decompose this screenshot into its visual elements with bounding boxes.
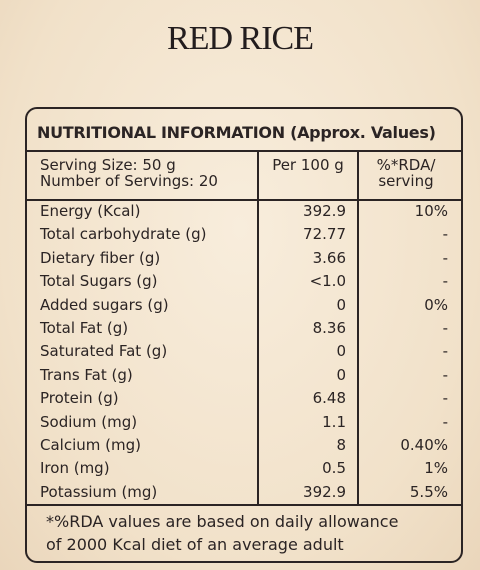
table-heading: NUTRITIONAL INFORMATION (Approx. Values) [37,123,436,142]
rda-value: - [442,248,448,267]
rda-value: 1% [424,459,448,478]
nutrient-name: Total Fat (g) [40,319,129,337]
rda-value: 0% [424,295,448,314]
per-100g-value: 8 [336,436,346,454]
column-divider [357,151,359,505]
per-100g-value: 0.5 [322,459,346,478]
per-100g-value: <1.0 [309,272,346,291]
rda-value: 0.40% [400,436,448,454]
title: RED RICE [167,20,314,57]
header-cell: serving [378,172,434,190]
nutrient-name: Total Sugars (g) [40,272,158,291]
nutrient-name: Added sugars (g) [40,295,169,314]
per-100g-value: 72.77 [303,225,346,244]
nutrient-name: Protein (g) [40,389,119,408]
rda-value: - [442,389,448,408]
nutrient-name: Sodium (mg) [40,412,138,431]
rda-value: - [442,319,448,337]
header-cell: Number of Servings: 20 [40,172,218,190]
rda-value: - [442,225,448,244]
per-100g-value: 3.66 [312,248,346,267]
rda-value: 5.5% [409,482,448,501]
header-cell: %*RDA/ [376,156,436,174]
nutrient-name: Trans Fat (g) [40,365,133,384]
per-100g-value: 0 [336,342,346,361]
footnote: of 2000 Kcal diet of an average adult [46,535,344,554]
divider [27,504,461,506]
nutrient-name: Potassium (mg) [40,482,158,501]
header-cell: Per 100 g [272,156,344,174]
nutrient-name: Energy (Kcal) [40,202,141,220]
divider [27,199,461,201]
per-100g-value: 392.9 [303,482,346,501]
per-100g-value: 1.1 [322,412,346,431]
nutrient-name: Saturated Fat (g) [40,342,168,361]
nutrient-name: Dietary fiber (g) [40,248,161,267]
header-cell: Serving Size: 50 g [40,156,176,174]
nutrient-name: Calcium (mg) [40,436,141,454]
per-100g-value: 8.36 [312,319,346,337]
rda-value: 10% [414,202,448,220]
rda-value: - [442,412,448,431]
rda-value: - [442,365,448,384]
divider [27,150,461,152]
per-100g-value: 0 [336,365,346,384]
footnote: *%RDA values are based on daily allowanc… [46,512,399,531]
rda-value: - [442,342,448,361]
table-frame [25,107,463,563]
nutrient-name: Iron (mg) [40,459,110,478]
per-100g-value: 0 [336,295,346,314]
rda-value: - [442,272,448,291]
per-100g-value: 392.9 [303,202,346,220]
per-100g-value: 6.48 [312,389,346,408]
column-divider [257,151,259,505]
nutrient-name: Total carbohydrate (g) [40,225,207,244]
